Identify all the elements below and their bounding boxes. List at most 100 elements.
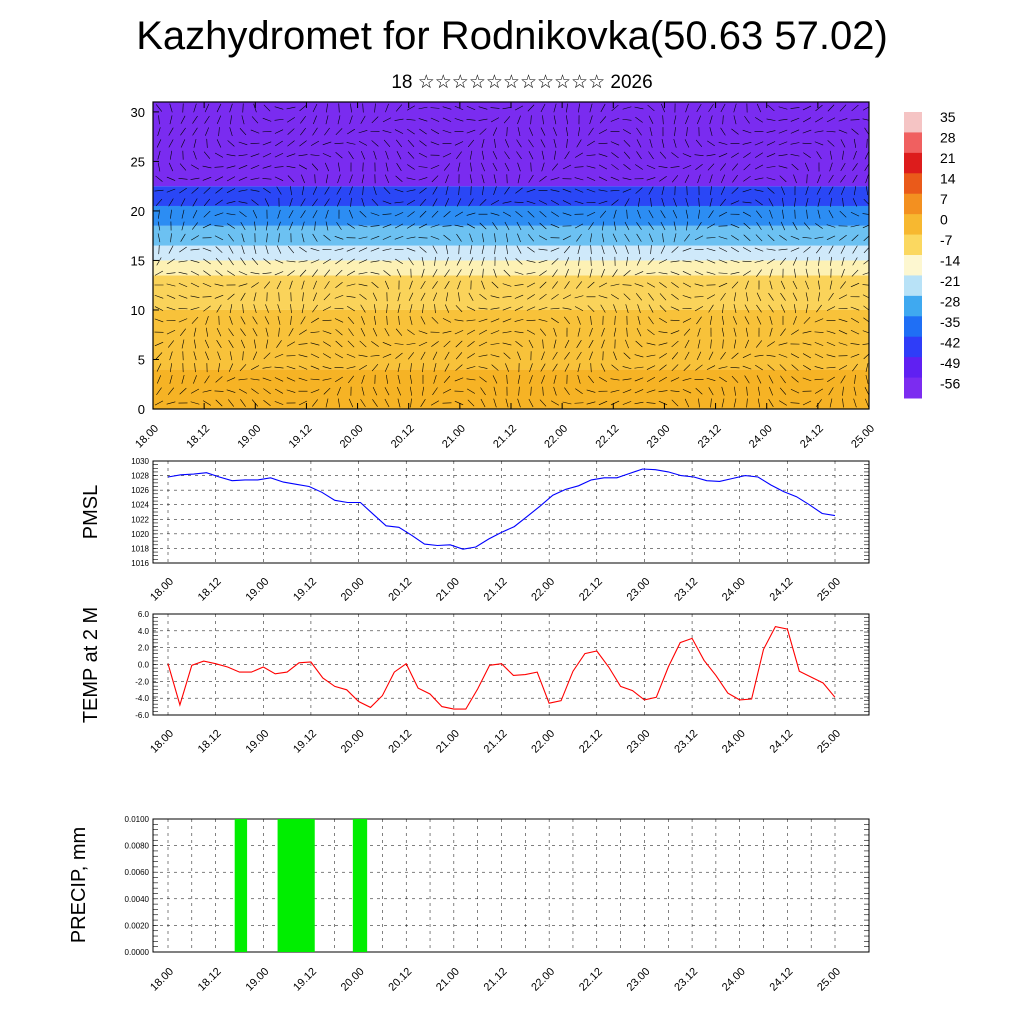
- wind-vector: [814, 378, 824, 381]
- wind-vector: [373, 186, 377, 195]
- wind-vector: [730, 224, 740, 228]
- wind-vector: [814, 130, 824, 133]
- wind-vector: [539, 328, 547, 336]
- wind-vector: [802, 365, 812, 371]
- wind-vector: [587, 281, 595, 289]
- temp-x-tick-label: 18.12: [196, 728, 224, 756]
- wind-vector: [685, 103, 689, 113]
- wind-vector: [526, 329, 536, 335]
- wind-vector: [406, 177, 416, 181]
- wind-vector: [310, 259, 320, 264]
- wind-vector: [228, 234, 234, 242]
- wind-vector: [670, 330, 680, 335]
- wind-vector: [384, 174, 390, 184]
- wind-vector: [265, 327, 269, 337]
- wind-vector: [610, 283, 620, 287]
- wind-vector: [274, 106, 284, 110]
- colorbar-swatch: [904, 275, 922, 297]
- wind-vector: [755, 199, 763, 206]
- wind-vector: [228, 340, 234, 348]
- wind-vector: [250, 189, 260, 192]
- wind-vector: [709, 115, 713, 125]
- pmsl-x-tick-label: 19.12: [291, 576, 319, 604]
- wind-vector: [420, 399, 426, 407]
- wind-vector: [610, 400, 620, 406]
- wind-vector: [324, 162, 330, 172]
- wind-vector: [298, 354, 308, 358]
- wind-vector: [336, 222, 342, 230]
- wind-vector: [444, 198, 450, 207]
- wind-vector: [744, 304, 750, 313]
- wind-vector: [240, 399, 246, 407]
- wind-vector: [683, 328, 691, 336]
- wind-vector: [742, 142, 752, 145]
- wind-vector: [166, 401, 176, 405]
- wind-vector: [311, 163, 319, 171]
- wind-vector: [298, 400, 308, 406]
- pmsl-x-tick-label: 23.00: [625, 576, 653, 604]
- wind-vector: [178, 178, 188, 180]
- wind-vector: [431, 341, 439, 347]
- wind-vector: [277, 315, 281, 325]
- wind-vector: [454, 141, 464, 146]
- wind-vector: [731, 281, 739, 289]
- wind-vector: [610, 378, 620, 381]
- wind-vector: [769, 280, 773, 290]
- wind-vector: [251, 388, 259, 395]
- wind-vector: [828, 292, 834, 301]
- wind-vector: [755, 152, 763, 158]
- wind-vector: [707, 140, 715, 147]
- wind-vector: [408, 257, 414, 266]
- wind-vector: [276, 186, 282, 195]
- wind-vector: [410, 363, 412, 373]
- wind-vector: [202, 223, 212, 229]
- wind-vector: [409, 374, 413, 384]
- wind-vector: [566, 138, 568, 148]
- wind-vector: [418, 330, 428, 334]
- wind-vector: [852, 174, 858, 183]
- wind-vector: [155, 352, 163, 360]
- wind-vector: [407, 151, 415, 159]
- wind-vector: [190, 177, 200, 180]
- wind-vector: [839, 210, 847, 218]
- wind-vector: [262, 178, 272, 180]
- pmsl-x-tick-label: 19.00: [243, 576, 271, 604]
- wind-vector: [562, 294, 572, 300]
- wind-vector: [781, 186, 785, 195]
- wind-vector: [850, 343, 860, 345]
- wind-vector: [671, 399, 679, 407]
- wind-vector: [697, 174, 701, 184]
- cross-x-tick-label: 18.12: [184, 423, 212, 451]
- wind-vector: [324, 198, 330, 207]
- wind-vector: [562, 235, 572, 241]
- wind-vector: [157, 233, 161, 243]
- wind-vector: [156, 257, 162, 266]
- wind-vector: [454, 224, 464, 228]
- wind-vector: [394, 129, 404, 134]
- wind-vector: [502, 331, 512, 334]
- wind-vector: [805, 292, 809, 302]
- wind-vector: [817, 174, 821, 184]
- colorbar-swatch: [904, 255, 922, 276]
- wind-vector: [494, 138, 496, 148]
- wind-vector: [862, 284, 869, 286]
- wind-vector: [816, 304, 822, 313]
- wind-vector: [541, 375, 545, 384]
- wind-vector: [614, 315, 616, 325]
- wind-vector: [710, 186, 712, 196]
- wind-vector: [598, 142, 608, 144]
- wind-vector: [826, 366, 836, 369]
- wind-vector: [706, 377, 716, 381]
- wind-vector: [454, 400, 464, 406]
- wind-vector: [830, 197, 832, 207]
- wind-vector: [574, 188, 584, 193]
- wind-vector: [766, 118, 776, 121]
- temp-series-line: [167, 625, 836, 710]
- wind-vector: [407, 128, 415, 135]
- wind-vector: [865, 174, 869, 184]
- wind-vector: [479, 199, 487, 206]
- wind-vector: [757, 386, 761, 396]
- wind-vector: [553, 103, 557, 113]
- wind-vector: [432, 269, 438, 278]
- pmsl-x-tick-label: 22.00: [529, 576, 557, 604]
